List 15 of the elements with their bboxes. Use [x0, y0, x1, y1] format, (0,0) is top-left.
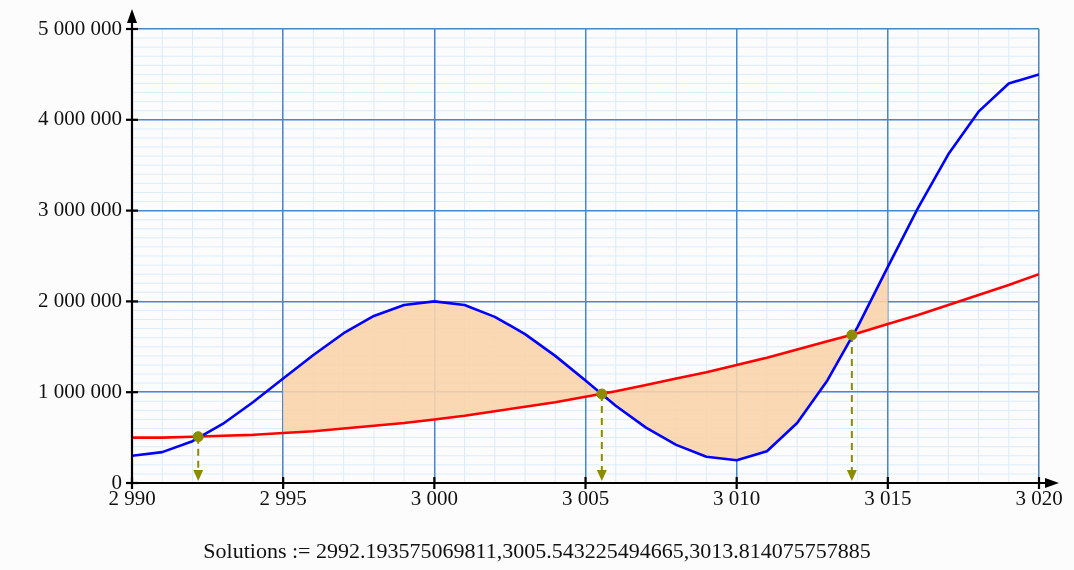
text: Solutions := 2992.193575069811,3005.543225494665,3013.814075757885	[202, 538, 872, 564]
point	[192, 431, 204, 443]
y-tick-label: 1 000 000	[38, 378, 122, 403]
point	[596, 388, 608, 400]
y-tick-label: 2 000 000	[38, 287, 122, 312]
x-tick-label: 2 995	[259, 486, 307, 511]
x-tick-label: 3 015	[864, 486, 912, 511]
x-tick-label: 3 020	[1015, 486, 1063, 511]
point	[846, 329, 858, 341]
y-tick-label: 4 000 000	[38, 106, 122, 131]
y-tick-label: 5 000 000	[38, 15, 122, 40]
x-tick-label: 3 005	[561, 486, 610, 511]
y-tick-label: 3 000 000	[38, 197, 122, 222]
x-tick-label: 3 000	[410, 486, 458, 511]
x-tick-label: 3 010	[713, 486, 761, 511]
